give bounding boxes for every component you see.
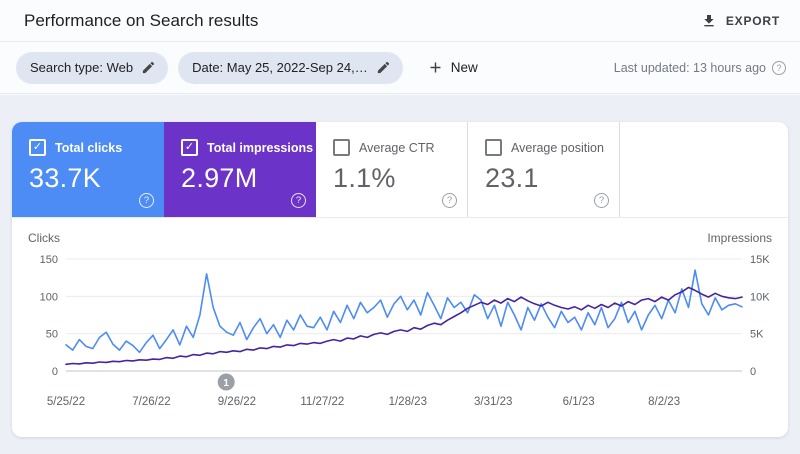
x-axis-tick: 7/26/22 (132, 396, 170, 408)
right-axis-tick: 10K (750, 291, 770, 303)
new-filter-label: New (450, 60, 478, 75)
checkbox-average-ctr[interactable] (333, 139, 350, 156)
header: Performance on Search results EXPORT (0, 0, 800, 42)
metric-tile-average-position[interactable]: Average position 23.1 (468, 122, 620, 217)
performance-chart[interactable]: 150 100 50 0 15K 10K 5K 0 5/25/22 7/26/22 9/26/22 1… (12, 247, 788, 417)
x-axis-tick: 9/26/22 (218, 396, 256, 408)
last-updated: Last updated: 13 hours ago (613, 60, 786, 75)
x-axis-tick: 1/28/23 (389, 396, 427, 408)
x-axis-tick: 6/1/23 (563, 396, 595, 408)
left-axis-tick: 50 (46, 329, 58, 341)
metric-value: 23.1 (485, 163, 539, 193)
help-icon[interactable] (291, 193, 306, 208)
metric-value: 33.7K (29, 163, 102, 193)
export-label: EXPORT (725, 13, 780, 28)
metric-label: Average CTR (359, 140, 435, 155)
date-range-chip[interactable]: Date: May 25, 2022-Sep 24,… (178, 51, 403, 84)
x-axis-tick: 8/2/23 (648, 396, 680, 408)
right-axis-tick: 5K (750, 329, 764, 341)
export-button[interactable]: EXPORT (695, 12, 786, 30)
performance-card: Total clicks 33.7K Total impressions 2.9… (12, 122, 788, 437)
total-clicks-line[interactable] (65, 269, 743, 354)
metric-tile-total-clicks[interactable]: Total clicks 33.7K (12, 122, 164, 217)
metric-label: Total clicks (55, 140, 123, 155)
x-axis-tick: 5/25/22 (47, 396, 85, 408)
chart-section: Clicks Impressions 150 100 50 0 15K 10K 5K 0 5/2… (12, 218, 788, 422)
right-axis-tick: 15K (750, 254, 770, 266)
page-title: Performance on Search results (24, 10, 259, 30)
total-impressions-line[interactable] (65, 286, 743, 366)
metric-value: 2.97M (181, 163, 258, 193)
help-icon[interactable] (772, 60, 786, 75)
search-type-chip-label: Search type: Web (30, 60, 134, 75)
right-axis-tick: 0 (750, 366, 756, 378)
metric-label: Average position (511, 140, 604, 155)
last-updated-text: Last updated: 13 hours ago (613, 60, 766, 75)
search-type-chip[interactable]: Search type: Web (16, 51, 169, 84)
checkbox-average-position[interactable] (485, 139, 502, 156)
x-axis-tick: 11/27/22 (300, 396, 344, 408)
metric-label: Total impressions (207, 140, 314, 155)
edit-pencil-icon[interactable] (141, 60, 156, 75)
download-icon (701, 13, 717, 29)
content-background: Total clicks 33.7K Total impressions 2.9… (0, 95, 800, 454)
left-axis-tick: 150 (40, 254, 58, 266)
metric-value: 1.1% (333, 163, 396, 193)
right-axis-title: Impressions (707, 231, 772, 245)
help-icon[interactable] (442, 193, 457, 208)
left-axis-title: Clicks (28, 231, 60, 245)
left-axis-tick: 100 (40, 291, 58, 303)
date-range-chip-label: Date: May 25, 2022-Sep 24,… (192, 60, 368, 75)
left-axis-tick: 0 (52, 366, 58, 378)
checkbox-total-clicks[interactable] (29, 139, 46, 156)
annotation-marker[interactable] (217, 373, 235, 391)
plus-icon (427, 59, 444, 76)
help-icon[interactable] (139, 193, 154, 208)
new-filter-button[interactable]: New (421, 58, 484, 77)
tiles-filler (620, 122, 788, 217)
metric-tile-average-ctr[interactable]: Average CTR 1.1% (316, 122, 468, 217)
help-icon[interactable] (594, 193, 609, 208)
edit-pencil-icon[interactable] (376, 60, 391, 75)
checkbox-total-impressions[interactable] (181, 139, 198, 156)
annotation-marker-label: 1 (223, 378, 229, 389)
x-axis-tick: 3/31/23 (474, 396, 512, 408)
filter-bar: Search type: Web Date: May 25, 2022-Sep … (0, 42, 800, 94)
metric-tile-total-impressions[interactable]: Total impressions 2.97M (164, 122, 316, 217)
metric-tiles-row: Total clicks 33.7K Total impressions 2.9… (12, 122, 788, 218)
